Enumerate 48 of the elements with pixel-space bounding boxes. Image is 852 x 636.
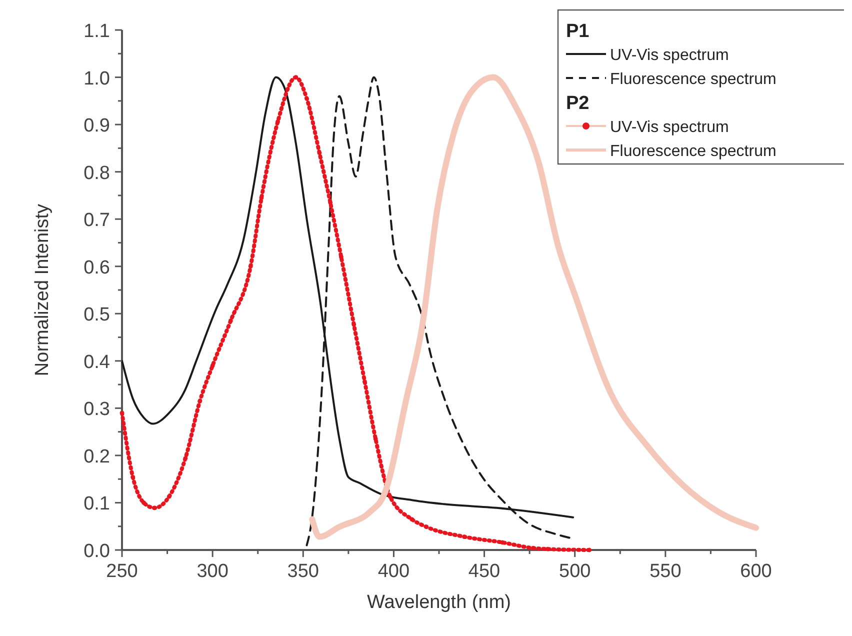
x-tick-label: 450 [468,561,500,582]
point [248,264,253,269]
legend-label: Fluorescence spectrum [610,143,776,160]
y-tick-label: 0.5 [84,304,110,326]
x-tick-label: 350 [287,561,319,582]
x-tick-label: 250 [106,561,138,582]
x-tick-label: 600 [740,561,772,582]
y-tick-label: 0.7 [84,210,110,232]
x-tick-label: 300 [196,561,228,582]
y-tick-label: 0.3 [84,399,110,420]
point [410,517,414,522]
point [210,363,215,368]
y-tick-label: 0.8 [84,162,110,184]
y-tick-label: 1.1 [84,21,110,42]
point [304,96,309,101]
y-tick-label: 0.4 [84,352,110,373]
x-tick-label: 500 [559,561,591,582]
y-tick-label: 0.6 [84,257,110,278]
point [388,494,392,499]
y-tick-label: 1.0 [84,68,110,90]
point [276,120,280,124]
y-tick-label: 0.1 [84,494,110,515]
x-axis-title: Wavelength (nm) [367,592,511,613]
point [530,546,536,550]
x-tick-label: 400 [378,561,410,582]
point [294,75,298,80]
y-axis-title: Normalized Intenisty [32,203,53,376]
point [130,475,136,480]
annotation: P1 [566,21,590,42]
point [317,150,322,156]
y-tick-label: 0.9 [84,116,110,137]
point [183,456,188,460]
point [142,500,146,505]
legend-label: UV-Vis spectrum [610,119,729,136]
y-tick-label: 0.0 [84,541,110,562]
legend-label: Fluorescence spectrum [610,71,776,88]
point [259,196,264,200]
point [338,254,344,260]
point [166,494,172,499]
point [545,546,550,552]
point [424,524,429,530]
x-tick-label: 550 [650,561,682,582]
point [228,318,233,323]
y-tick-label: 0.2 [84,446,110,468]
annotation: P2 [566,93,590,114]
point [198,398,202,404]
legend-label: UV-Vis spectrum [610,47,729,64]
point [462,534,467,539]
